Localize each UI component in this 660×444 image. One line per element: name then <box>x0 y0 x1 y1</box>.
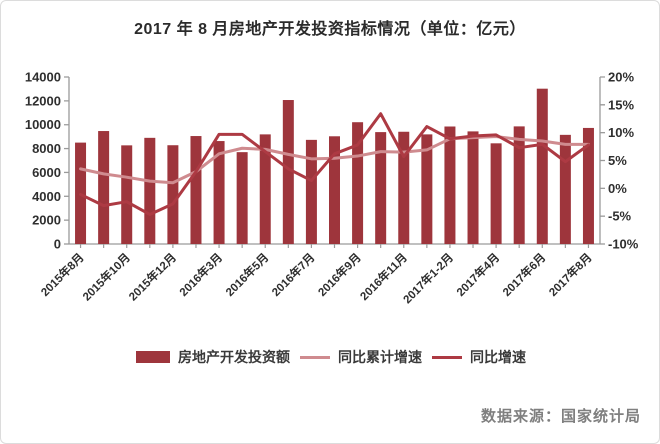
legend-item-investment: 房地产开发投资额 <box>136 347 290 367</box>
bar <box>375 132 387 244</box>
x-tick-label: 2016年3月 <box>176 250 225 299</box>
x-tick-label: 2016年5月 <box>223 250 272 299</box>
x-tick-label: 2016年9月 <box>315 250 364 299</box>
legend-item-monthly-growth: 同比增速 <box>432 347 526 367</box>
bar <box>213 141 225 244</box>
bar <box>398 131 410 244</box>
chart-legend: 房地产开发投资额 同比累计增速 同比增速 <box>1 347 659 367</box>
bar-swatch-icon <box>136 351 170 363</box>
y-left-tick-label: 0 <box>54 237 61 252</box>
bar <box>190 136 202 244</box>
bar <box>167 145 179 244</box>
bar <box>259 134 271 244</box>
y-axis-right: -10% -5% 0% 5% 10% 15% 20% <box>600 70 639 252</box>
x-tick-label: 2017年1-2月 <box>400 250 456 306</box>
x-tick-label: 2015年12月 <box>126 250 179 303</box>
y-left-tick-label: 10000 <box>25 117 61 132</box>
line-monthly-growth <box>79 112 590 216</box>
legend-item-cumulative-growth: 同比累计增速 <box>300 347 422 367</box>
y-right-tick-label: -5% <box>608 209 632 224</box>
bar <box>352 122 364 244</box>
legend-label: 房地产开发投资额 <box>178 349 290 365</box>
y-right-tick-label: 5% <box>608 153 627 168</box>
y-right-tick-label: 10% <box>608 125 634 140</box>
bar <box>121 145 133 244</box>
x-tick-label: 2017年8月 <box>546 250 595 299</box>
bar <box>490 143 502 244</box>
combo-chart: 0 2000 4000 6000 8000 10000 12000 14000 -10% -5% 0… <box>25 70 639 307</box>
line-swatch-icon <box>300 355 330 359</box>
data-source-note: 数据来源：国家统计局 <box>480 408 641 425</box>
x-tick-label: 2017年6月 <box>500 250 549 299</box>
x-tick-label: 2016年11月 <box>357 250 410 303</box>
bar <box>421 134 433 244</box>
y-left-tick-label: 8000 <box>32 141 61 156</box>
bar <box>536 88 548 244</box>
line-swatch-icon <box>432 355 462 359</box>
x-tick-label: 2015年10月 <box>80 250 133 303</box>
x-tick-label: 2015年8月 <box>38 250 87 299</box>
x-tick-label: 2016年7月 <box>269 250 318 299</box>
y-right-tick-label: 0% <box>608 181 627 196</box>
bar <box>559 134 571 244</box>
bar <box>329 136 340 244</box>
bar <box>236 152 248 244</box>
legend-label: 同比累计增速 <box>338 349 422 365</box>
y-axis-left: 0 2000 4000 6000 8000 10000 12000 14000 <box>25 70 69 252</box>
bar <box>144 137 156 244</box>
y-right-tick-label: 20% <box>608 70 634 85</box>
y-left-tick-label: 14000 <box>25 70 61 85</box>
y-left-tick-label: 2000 <box>32 213 61 228</box>
y-left-tick-label: 4000 <box>32 189 61 204</box>
x-axis-labels: 2015年8月2015年10月2015年12月2016年3月2016年5月201… <box>38 250 595 306</box>
x-tick-label: 2017年4月 <box>453 250 502 299</box>
y-right-tick-label: -10% <box>608 237 639 252</box>
bar <box>282 100 294 244</box>
y-left-tick-label: 12000 <box>25 93 61 108</box>
legend-label: 同比增速 <box>470 349 526 365</box>
bar <box>582 127 594 244</box>
y-right-tick-label: 15% <box>608 97 634 112</box>
bar <box>444 126 456 244</box>
chart-plot-area: 0 2000 4000 6000 8000 10000 12000 14000 -10% -5% 0… <box>1 53 659 335</box>
x-axis-ticks <box>79 244 590 248</box>
bars-series <box>75 88 594 244</box>
chart-title: 2017 年 8 月房地产开发投资指标情况（单位：亿元） <box>134 21 526 38</box>
bar <box>513 126 525 244</box>
bar <box>305 139 317 244</box>
y-left-tick-label: 6000 <box>32 165 61 180</box>
bar <box>98 131 110 244</box>
bar <box>467 131 479 244</box>
